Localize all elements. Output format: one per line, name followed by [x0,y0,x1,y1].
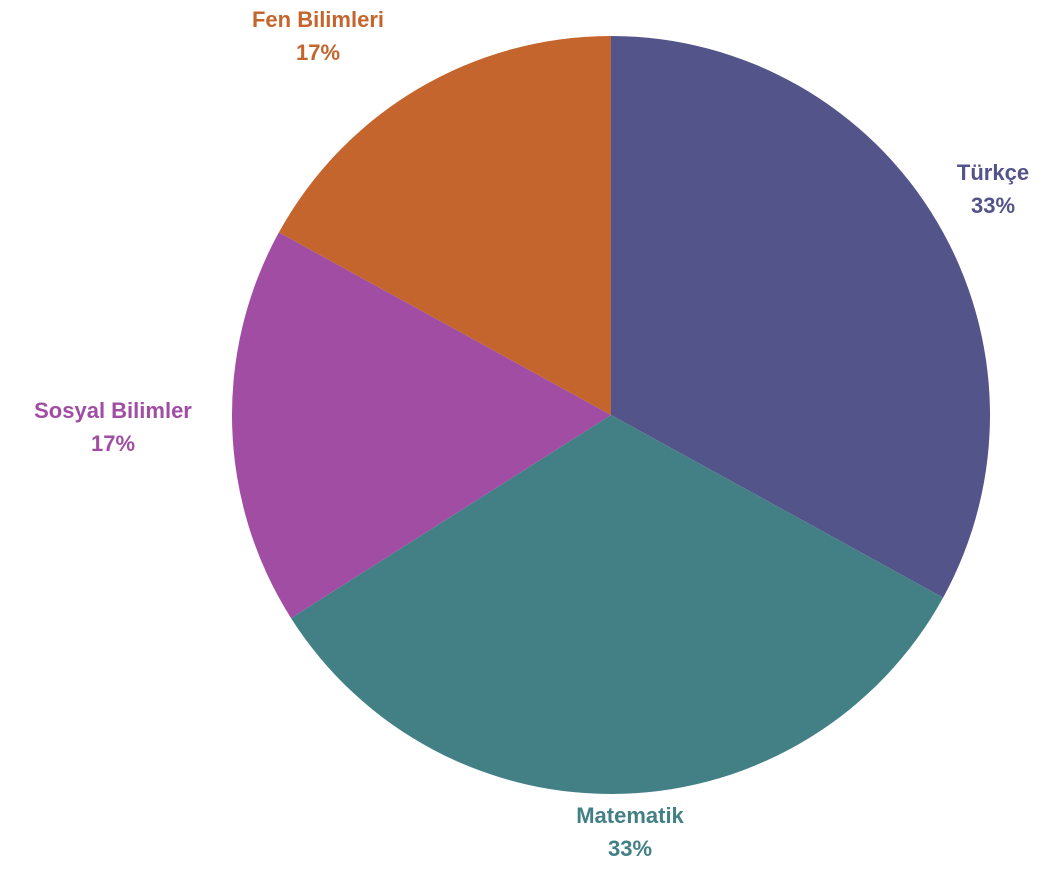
slice-category-label: Matematik [576,803,684,828]
slice-t-rk-e [611,36,990,598]
slice-label-matematik: Matematik 33% [576,803,684,861]
slice-category-label: Fen Bilimleri [252,7,384,32]
slice-fen-bilimleri [278,36,611,415]
slice-label-t-rk-e: Türkçe 33% [957,160,1029,218]
slice-matematik [291,415,944,794]
slice-category-label: Sosyal Bilimler [34,398,192,423]
slice-category-label: Türkçe [957,160,1029,185]
slice-sosyal-bilimler [232,232,611,619]
slice-label-sosyal-bilimler: Sosyal Bilimler 17% [34,398,192,456]
slice-label-fen-bilimleri: Fen Bilimleri 17% [252,7,384,65]
slice-percent-label: 17% [91,431,135,456]
slice-percent-label: 17% [296,40,340,65]
slice-percent-label: 33% [608,836,652,861]
slice-percent-label: 33% [971,193,1015,218]
pie-slices [232,36,990,794]
